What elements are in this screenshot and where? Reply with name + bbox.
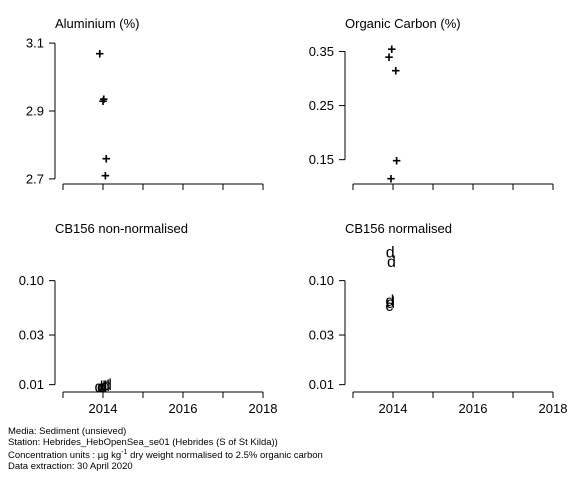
y-tick-label: 0.15	[309, 152, 334, 167]
data-point-letter: d	[97, 379, 106, 396]
footer-station: Station: Hebrides_HebOpenSea_se01 (Hebri…	[8, 436, 278, 448]
data-point-plus: +	[99, 91, 108, 108]
x-tick-label: 2016	[169, 401, 198, 416]
data-point-letter: d	[95, 379, 104, 396]
data-point-letter: d	[386, 245, 395, 262]
panel-title: Organic Carbon (%)	[345, 16, 461, 31]
footer-units: Concentration units : µg kg-1 dry weight…	[8, 448, 323, 462]
y-tick-label: 0.03	[309, 328, 334, 343]
data-point-plus: +	[99, 93, 108, 110]
panel-title: Aluminium (%)	[55, 16, 140, 31]
data-point-letter: d	[386, 295, 395, 312]
data-point-plus: +	[95, 45, 104, 62]
x-tick-label: 2014	[379, 401, 408, 416]
panel-title: CB156 non-normalised	[55, 221, 188, 236]
data-point-letter: d	[99, 379, 108, 396]
y-tick-label: 0.25	[309, 98, 334, 113]
data-point-plus: +	[387, 41, 396, 58]
chart-panel-3: CB156 non-normalised 0.01 0.03 0.10 2014 2016…	[19, 221, 278, 416]
y-tick-label: 0.03	[19, 328, 44, 343]
footer-extraction: Data extraction: 30 April 2020	[8, 460, 133, 472]
data-point-letter: d	[385, 293, 394, 310]
chart-panel-4: CB156 normalised 0.01 0.03 0.10 2014 2016 2018…	[309, 221, 568, 416]
y-tick-label: 0.10	[19, 273, 44, 288]
y-tick-label: 0.01	[19, 377, 44, 392]
y-tick-label: 0.35	[309, 44, 334, 59]
y-tick-label: 3.1	[26, 36, 44, 51]
x-tick-label: 2018	[249, 401, 278, 416]
y-tick-label: 0.01	[309, 377, 334, 392]
footer-media: Media: Sediment (unsieved)	[8, 426, 127, 437]
chart-panel-1: Aluminium (%)2.72.93.1+++++	[26, 16, 264, 190]
x-tick-label: 2018	[539, 401, 568, 416]
footer-units-suffix: dry weight normalised to 2.5% organic ca…	[127, 450, 323, 462]
chart-panel-2: Organic Carbon (%)0.150.250.35 +++++	[309, 16, 554, 190]
data-point-plus: +	[102, 151, 111, 168]
data-point-plus: +	[391, 62, 400, 79]
data-point-plus: +	[385, 49, 394, 66]
data-point-letter: d	[387, 254, 396, 271]
x-tick-label: 2016	[459, 401, 488, 416]
y-tick-label: 2.9	[26, 104, 44, 119]
footer-units-prefix: Concentration units : µg kg	[8, 450, 122, 462]
footer-units-sup: -1	[121, 449, 128, 457]
data-point-letter: d	[103, 377, 112, 394]
data-point-letter: c	[385, 298, 393, 315]
data-point-plus: +	[101, 168, 110, 185]
x-tick-label: 2014	[89, 401, 118, 416]
data-point-plus: +	[387, 171, 396, 188]
footer-notes: Media: Sediment (unsieved) Station: Hebr…	[8, 426, 323, 473]
panel-title: CB156 normalised	[345, 221, 452, 236]
data-point-plus: +	[392, 153, 401, 170]
data-point-letter: d	[101, 378, 110, 395]
y-tick-label: 0.10	[309, 273, 334, 288]
y-tick-label: 2.7	[26, 171, 44, 186]
